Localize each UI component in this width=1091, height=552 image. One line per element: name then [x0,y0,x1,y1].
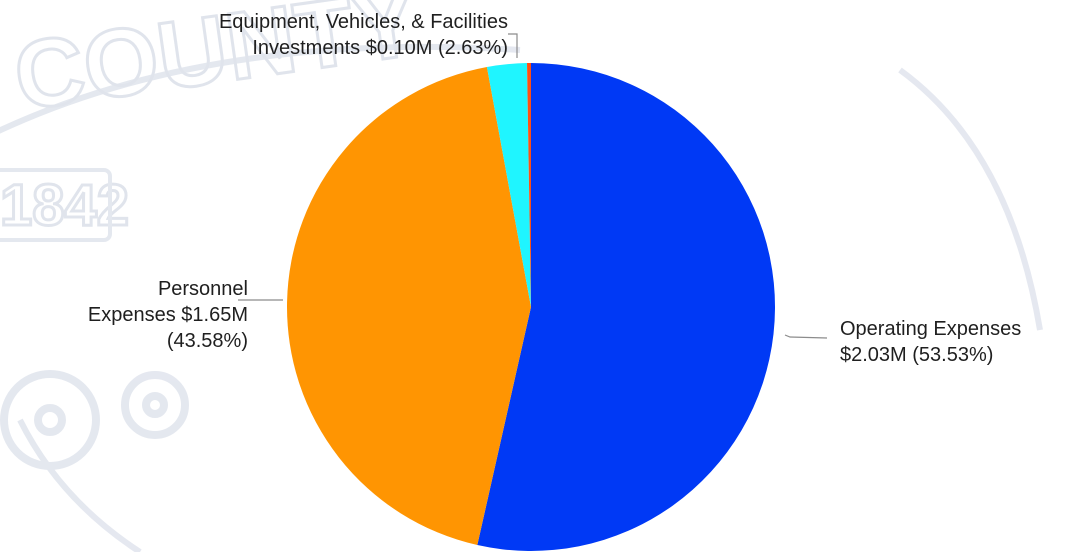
slice-label-1: Personnel Expenses $1.65M (43.58%) [88,278,248,352]
pie-slice-0 [477,63,776,551]
slice-label-line: (43.58%) [167,330,248,352]
pie-labels: Operating Expenses $2.03M (53.53%) Personn… [88,11,1021,366]
seal-watermark: COUNTY 1842 [0,0,1043,552]
leader-line-0 [784,334,828,339]
gear-icon [0,370,189,470]
pie-slice-2 [486,63,531,307]
slice-label-2: Equipment, Vehicles, & Facilities Investm… [219,11,508,59]
slice-label-0: Operating Expenses $2.03M (53.53%) [840,318,1021,366]
slice-label-line: $2.03M (53.53%) [840,344,993,366]
slice-label-line: Investments $0.10M (2.63%) [252,37,508,59]
pie-slice-1 [287,67,531,546]
slice-label-line: Expenses $1.65M [88,304,248,326]
pie-slices [287,62,776,551]
label-leaders [238,33,828,339]
slice-label-line: Equipment, Vehicles, & Facilities [219,11,508,33]
slice-label-line: Personnel [158,278,248,300]
slice-label-line: Operating Expenses [840,318,1021,340]
leader-line-2 [508,33,518,58]
pie-slice-3 [527,62,531,307]
